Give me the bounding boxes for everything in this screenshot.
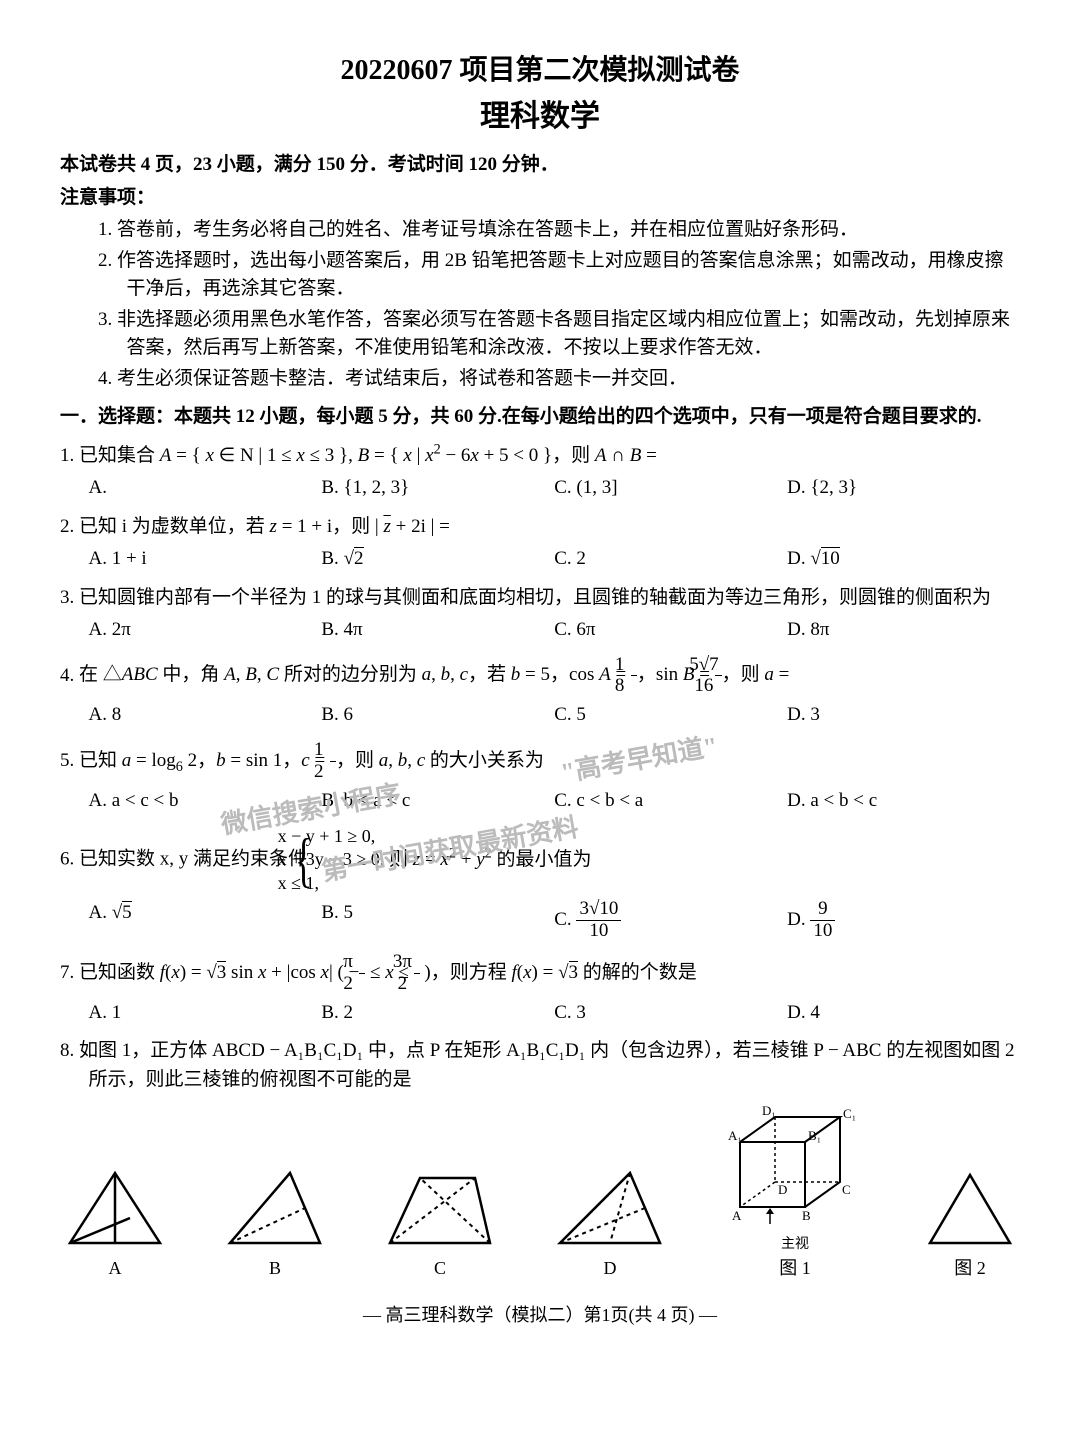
diagram-option-c: C <box>380 1163 500 1282</box>
question-1: 1. 已知集合 A = { x ∈ N | 1 ≤ x ≤ 3 }, B = {… <box>60 442 1020 471</box>
option-c: C. 6π <box>554 616 787 645</box>
q-stem: 在 △ABC 中，角 A, B, C 所对的边分别为 a, b, c，若 b =… <box>79 664 789 685</box>
option-d: D. 910 <box>787 899 1020 942</box>
q-num: 8. <box>60 1040 74 1061</box>
notice-item: 2. 作答选择题时，选出每小题答案后，用 2B 铅笔把答题卡上对应题目的答案信息… <box>98 247 1020 304</box>
option-a: A. <box>89 474 322 503</box>
svg-text:A: A <box>732 1208 742 1223</box>
question-2: 2. 已知 i 为虚数单位，若 z = 1 + i，则 | z + 2i | = <box>60 513 1020 542</box>
option-d: D. 4 <box>787 999 1020 1028</box>
q2-options: A. 1 + i B. √2 C. 2 D. √10 <box>89 545 1021 574</box>
svg-text:D₁: D₁ <box>762 1103 776 1118</box>
q-stem: 已知 a = log6 2，b = sin 1，c = 12，则 a, b, c… <box>79 750 544 771</box>
q-num: 2. <box>60 516 74 537</box>
figure-1-cube: A B C D A₁ B₁ C₁ D₁ 主视 图 1 <box>720 1102 870 1282</box>
option-b: B. 4π <box>321 616 554 645</box>
svg-text:B: B <box>802 1208 811 1223</box>
question-5: 5. 已知 a = log6 2，b = sin 1，c = 12，则 a, b… <box>60 740 1020 783</box>
q1-options: A. B. {1, 2, 3} C. (1, 3] D. {2, 3} <box>89 474 1021 503</box>
q-stem: 已知函数 f(x) = √3 sin x + |cos x| ( −π2 ≤ x… <box>79 962 697 983</box>
q-stem: 已知集合 A = { x ∈ N | 1 ≤ x ≤ 3 }, B = { x … <box>79 445 657 466</box>
notice-item: 4. 考生必须保证答题卡整洁．考试结束后，将试卷和答题卡一并交回． <box>98 365 1020 394</box>
constraint-system: { x − y + 1 ≥ 0, x + 3y − 3 ≥ 0, x ≤ 1, <box>312 825 385 895</box>
option-d: D. √10 <box>787 545 1020 574</box>
option-b: B. {1, 2, 3} <box>321 474 554 503</box>
option-d: D. 8π <box>787 616 1020 645</box>
option-c: C. (1, 3] <box>554 474 787 503</box>
option-a: A. a < c < b <box>89 787 322 816</box>
q8-diagram-row: A B C D <box>60 1102 1020 1282</box>
svg-text:C: C <box>842 1182 851 1197</box>
option-d: D. 3 <box>787 701 1020 730</box>
svg-text:B₁: B₁ <box>808 1128 821 1143</box>
triangle-d-icon <box>550 1163 670 1253</box>
q-stem: 已知圆锥内部有一个半径为 1 的球与其侧面和底面均相切，且圆锥的轴截面为等边三角… <box>79 587 991 608</box>
question-6: 6. 已知实数 x, y 满足约束条件 { x − y + 1 ≥ 0, x +… <box>60 825 1020 895</box>
question-8: 8. 如图 1，正方体 ABCD − A₁B₁C₁D₁ 中，点 P 在矩形 A₁… <box>60 1037 1020 1094</box>
option-c: C. 3√1010 <box>554 899 787 942</box>
question-4: 4. 在 △ABC 中，角 A, B, C 所对的边分别为 a, b, c，若 … <box>60 655 1020 698</box>
option-a: A. 1 <box>89 999 322 1028</box>
option-d: D. a < b < c <box>787 787 1020 816</box>
diagram-option-b: B <box>220 1163 330 1282</box>
q-num: 4. <box>60 664 74 685</box>
q-num: 7. <box>60 962 74 983</box>
q-stem: 已知 i 为虚数单位，若 z = 1 + i，则 | z + 2i | = <box>79 516 450 537</box>
q-stem: 如图 1，正方体 ABCD − A₁B₁C₁D₁ 中，点 P 在矩形 A₁B₁C… <box>79 1040 1014 1090</box>
q3-options: A. 2π B. 4π C. 6π D. 8π <box>89 616 1021 645</box>
q-stem-pre: 已知实数 x, y 满足约束条件 <box>79 849 307 870</box>
q-num: 6. <box>60 849 74 870</box>
notice-item: 3. 非选择题必须用黑色水笔作答，答案必须写在答题卡各题目指定区域内相应位置上；… <box>98 306 1020 363</box>
intro-line: 本试卷共 4 页，23 小题，满分 150 分．考试时间 120 分钟． <box>60 151 1020 180</box>
q6-options: A. √5 B. 5 C. 3√1010 D. 910 <box>89 899 1021 942</box>
q4-options: A. 8 B. 6 C. 5 D. 3 <box>89 701 1021 730</box>
triangle-a-icon <box>60 1163 170 1253</box>
diagram-option-a: A <box>60 1163 170 1282</box>
option-d: D. {2, 3} <box>787 474 1020 503</box>
diagram-option-d: D <box>550 1163 670 1282</box>
notice-item: 1. 答卷前，考生务必将自己的姓名、准考证号填涂在答题卡上，并在相应位置贴好条形… <box>98 216 1020 245</box>
option-c: C. 5 <box>554 701 787 730</box>
option-b: B. b < a < c <box>321 787 554 816</box>
q-num: 1. <box>60 445 74 466</box>
option-c: C. c < b < a <box>554 787 787 816</box>
option-b: B. 5 <box>321 899 554 942</box>
notice-heading: 注意事项： <box>60 184 1020 213</box>
notice-list: 1. 答卷前，考生务必将自己的姓名、准考证号填涂在答题卡上，并在相应位置贴好条形… <box>60 216 1020 393</box>
question-3: 3. 已知圆锥内部有一个半径为 1 的球与其侧面和底面均相切，且圆锥的轴截面为等… <box>60 584 1020 613</box>
q5-options: A. a < c < b B. b < a < c C. c < b < a D… <box>89 787 1021 816</box>
section-1-heading: 一．选择题：本题共 12 小题，每小题 5 分，共 60 分.在每小题给出的四个… <box>60 403 1020 432</box>
question-7: 7. 已知函数 f(x) = √3 sin x + |cos x| ( −π2 … <box>60 952 1020 995</box>
option-b: B. √2 <box>321 545 554 574</box>
figure-2-triangle: 图 2 <box>920 1163 1020 1282</box>
page-footer: — 高三理科数学（模拟二）第1页(共 4 页) — <box>60 1302 1020 1329</box>
option-a: A. 2π <box>89 616 322 645</box>
q7-options: A. 1 B. 2 C. 3 D. 4 <box>89 999 1021 1028</box>
q-num: 5. <box>60 750 74 771</box>
svg-text:C₁: C₁ <box>843 1106 856 1121</box>
triangle-b-icon <box>220 1163 330 1253</box>
svg-text:D: D <box>778 1182 787 1197</box>
triangle-fig2-icon <box>920 1163 1020 1253</box>
option-a: A. √5 <box>89 899 322 942</box>
cube-icon: A B C D A₁ B₁ C₁ D₁ <box>720 1102 870 1232</box>
option-a: A. 1 + i <box>89 545 322 574</box>
q-num: 3. <box>60 587 74 608</box>
title-main: 20220607 项目第二次模拟测试卷 <box>60 50 1020 92</box>
title-sub: 理科数学 <box>60 94 1020 139</box>
q-stem-post: 则 z = x2 + y2 的最小值为 <box>389 849 592 870</box>
option-b: B. 2 <box>321 999 554 1028</box>
option-c: C. 2 <box>554 545 787 574</box>
option-c: C. 3 <box>554 999 787 1028</box>
triangle-c-icon <box>380 1163 500 1253</box>
option-a: A. 8 <box>89 701 322 730</box>
svg-text:A₁: A₁ <box>728 1128 742 1143</box>
option-b: B. 6 <box>321 701 554 730</box>
